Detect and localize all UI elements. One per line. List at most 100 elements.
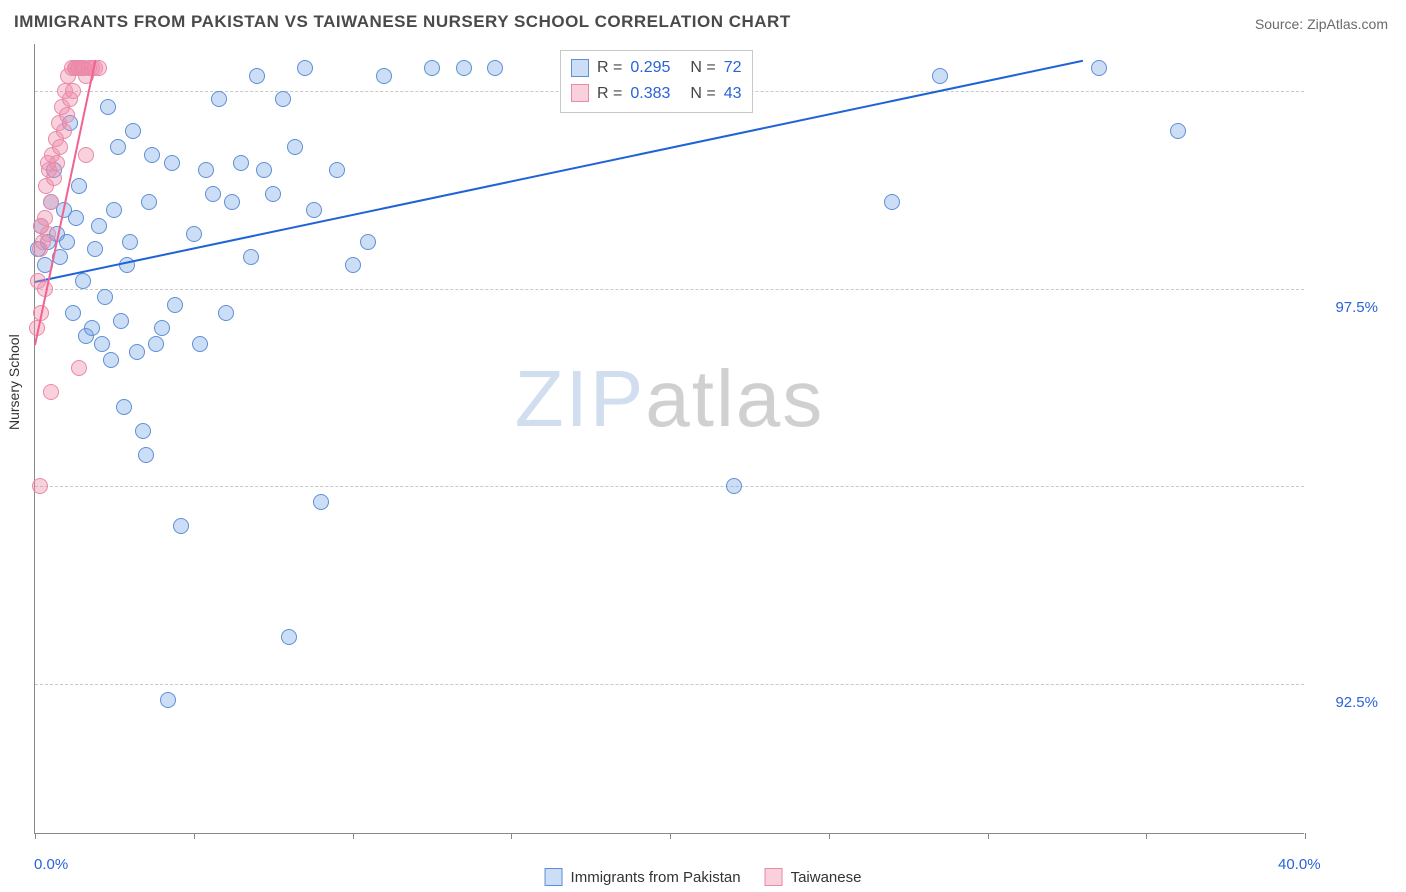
scatter-point-pakistan (726, 478, 742, 494)
stats-legend-box: R =0.295N =72R = 0.383 N = 43 (560, 50, 753, 113)
scatter-point-pakistan (65, 305, 81, 321)
scatter-point-pakistan (138, 447, 154, 463)
scatter-point-pakistan (164, 155, 180, 171)
scatter-point-taiwanese (65, 83, 81, 99)
stat-n-value: 43 (724, 81, 742, 107)
x-tick (194, 833, 195, 839)
legend-swatch-pakistan (545, 868, 563, 886)
scatter-point-taiwanese (56, 123, 72, 139)
stat-r-value: 0.383 (630, 81, 670, 107)
scatter-point-pakistan (224, 194, 240, 210)
source-label: Source: ZipAtlas.com (1255, 16, 1388, 32)
scatter-point-pakistan (456, 60, 472, 76)
scatter-point-pakistan (932, 68, 948, 84)
scatter-point-pakistan (306, 202, 322, 218)
x-tick (35, 833, 36, 839)
legend-swatch-taiwanese (765, 868, 783, 886)
chart-title: IMMIGRANTS FROM PAKISTAN VS TAIWANESE NU… (14, 12, 791, 32)
scatter-point-pakistan (218, 305, 234, 321)
scatter-point-pakistan (1091, 60, 1107, 76)
scatter-point-pakistan (424, 60, 440, 76)
scatter-point-pakistan (110, 139, 126, 155)
scatter-point-pakistan (329, 162, 345, 178)
scatter-point-taiwanese (71, 360, 87, 376)
scatter-point-pakistan (141, 194, 157, 210)
legend-item-pakistan: Immigrants from Pakistan (545, 868, 741, 886)
scatter-point-pakistan (360, 234, 376, 250)
scatter-point-taiwanese (78, 147, 94, 163)
scatter-point-pakistan (173, 518, 189, 534)
gridline (35, 289, 1304, 290)
scatter-point-pakistan (487, 60, 503, 76)
gridline (35, 684, 1304, 685)
scatter-point-taiwanese (37, 210, 53, 226)
x-tick (1305, 833, 1306, 839)
watermark-part-2: atlas (645, 354, 824, 443)
scatter-point-pakistan (97, 289, 113, 305)
scatter-point-pakistan (94, 336, 110, 352)
scatter-point-pakistan (211, 91, 227, 107)
swatch-pakistan (571, 59, 589, 77)
scatter-point-taiwanese (43, 194, 59, 210)
scatter-point-taiwanese (46, 170, 62, 186)
scatter-point-pakistan (68, 210, 84, 226)
scatter-point-pakistan (113, 313, 129, 329)
scatter-point-pakistan (376, 68, 392, 84)
scatter-point-pakistan (345, 257, 361, 273)
scatter-point-pakistan (265, 186, 281, 202)
scatter-point-pakistan (103, 352, 119, 368)
stat-n-value: 72 (724, 55, 742, 81)
scatter-point-pakistan (91, 218, 107, 234)
trendline-pakistan (35, 60, 1083, 283)
x-tick (988, 833, 989, 839)
stat-r-label: R = (597, 81, 622, 107)
scatter-point-pakistan (135, 423, 151, 439)
scatter-point-pakistan (233, 155, 249, 171)
x-tick (1146, 833, 1147, 839)
scatter-point-pakistan (243, 249, 259, 265)
gridline (35, 486, 1304, 487)
scatter-point-pakistan (144, 147, 160, 163)
scatter-point-pakistan (167, 297, 183, 313)
scatter-point-pakistan (160, 692, 176, 708)
scatter-point-pakistan (192, 336, 208, 352)
y-tick-label: 92.5% (1298, 694, 1378, 711)
legend-label: Taiwanese (791, 869, 862, 886)
scatter-point-pakistan (106, 202, 122, 218)
swatch-taiwanese (571, 84, 589, 102)
scatter-point-pakistan (148, 336, 164, 352)
y-axis-title: Nursery School (6, 334, 22, 430)
scatter-point-taiwanese (43, 384, 59, 400)
scatter-point-pakistan (186, 226, 202, 242)
scatter-point-pakistan (287, 139, 303, 155)
scatter-point-pakistan (313, 494, 329, 510)
scatter-point-pakistan (125, 123, 141, 139)
scatter-point-pakistan (297, 60, 313, 76)
scatter-point-pakistan (884, 194, 900, 210)
scatter-point-pakistan (198, 162, 214, 178)
x-tick-label: 40.0% (1278, 856, 1321, 873)
x-tick (353, 833, 354, 839)
scatter-point-taiwanese (59, 107, 75, 123)
plot-area: ZIPatlas (34, 44, 1304, 834)
scatter-point-pakistan (122, 234, 138, 250)
legend-item-taiwanese: Taiwanese (765, 868, 862, 886)
scatter-point-pakistan (1170, 123, 1186, 139)
stats-row-pakistan: R =0.295N =72 (571, 55, 742, 81)
scatter-point-taiwanese (40, 226, 56, 242)
scatter-point-taiwanese (40, 155, 56, 171)
scatter-point-pakistan (71, 178, 87, 194)
scatter-point-pakistan (75, 273, 91, 289)
scatter-point-pakistan (275, 91, 291, 107)
x-tick (829, 833, 830, 839)
scatter-point-pakistan (100, 99, 116, 115)
scatter-point-pakistan (87, 241, 103, 257)
stat-n-label: N = (690, 81, 715, 107)
scatter-point-pakistan (116, 399, 132, 415)
scatter-point-pakistan (84, 320, 100, 336)
scatter-point-taiwanese (32, 478, 48, 494)
scatter-point-pakistan (129, 344, 145, 360)
scatter-point-pakistan (281, 629, 297, 645)
legend-label: Immigrants from Pakistan (571, 869, 741, 886)
y-tick-label: 97.5% (1298, 299, 1378, 316)
